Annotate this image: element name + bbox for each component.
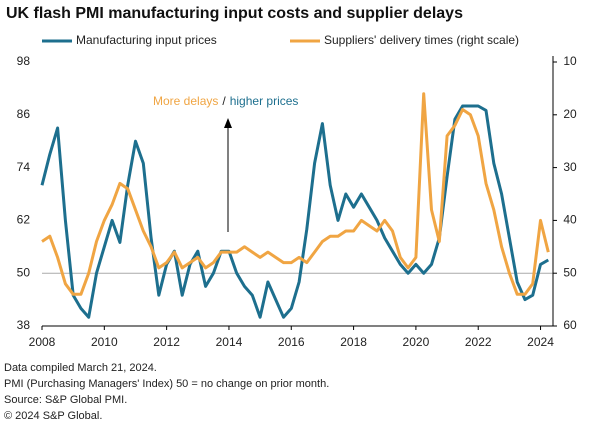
x-tick-label: 2014 <box>216 335 243 349</box>
y-tick-label: 98 <box>17 54 31 68</box>
x-tick-label: 2018 <box>340 335 367 349</box>
y2-tick-label: 10 <box>563 54 577 68</box>
legend-label: Manufacturing input prices <box>76 33 217 47</box>
x-tick-label: 2022 <box>465 335 492 349</box>
annotation: More delays / higher prices <box>153 94 298 108</box>
arrow-head <box>224 118 232 128</box>
footnote: © 2024 S&P Global. <box>4 410 102 422</box>
y2-tick-label: 30 <box>563 160 577 174</box>
annotation-part: / <box>222 94 226 108</box>
series-line <box>41 92 550 296</box>
x-tick-label: 2020 <box>403 335 430 349</box>
y2-tick-label: 20 <box>563 107 577 121</box>
x-tick-label: 2012 <box>153 335 180 349</box>
x-tick-label: 2008 <box>29 335 56 349</box>
y-tick-label: 86 <box>17 107 31 121</box>
x-tick-label: 2010 <box>91 335 118 349</box>
y-tick-label: 62 <box>17 213 31 227</box>
y-tick-label: 50 <box>17 265 31 279</box>
footnote: Source: S&P Global PMI. <box>4 394 127 406</box>
footnote: PMI (Purchasing Managers' Index) 50 = no… <box>4 378 329 390</box>
x-tick-label: 2024 <box>527 335 554 349</box>
legend-label: Suppliers' delivery times (right scale) <box>324 33 519 47</box>
x-tick-label: 2016 <box>278 335 305 349</box>
annotation-part: higher prices <box>230 94 299 108</box>
y2-tick-label: 60 <box>563 318 577 332</box>
y-tick-label: 74 <box>17 160 31 174</box>
footnote: Data compiled March 21, 2024. <box>4 362 157 374</box>
y-tick-label: 38 <box>17 318 31 332</box>
y2-tick-label: 50 <box>563 265 577 279</box>
annotation-part: More delays <box>153 94 218 108</box>
chart-title: UK flash PMI manufacturing input costs a… <box>6 5 463 22</box>
y2-tick-label: 40 <box>563 213 577 227</box>
series-line <box>40 104 550 319</box>
